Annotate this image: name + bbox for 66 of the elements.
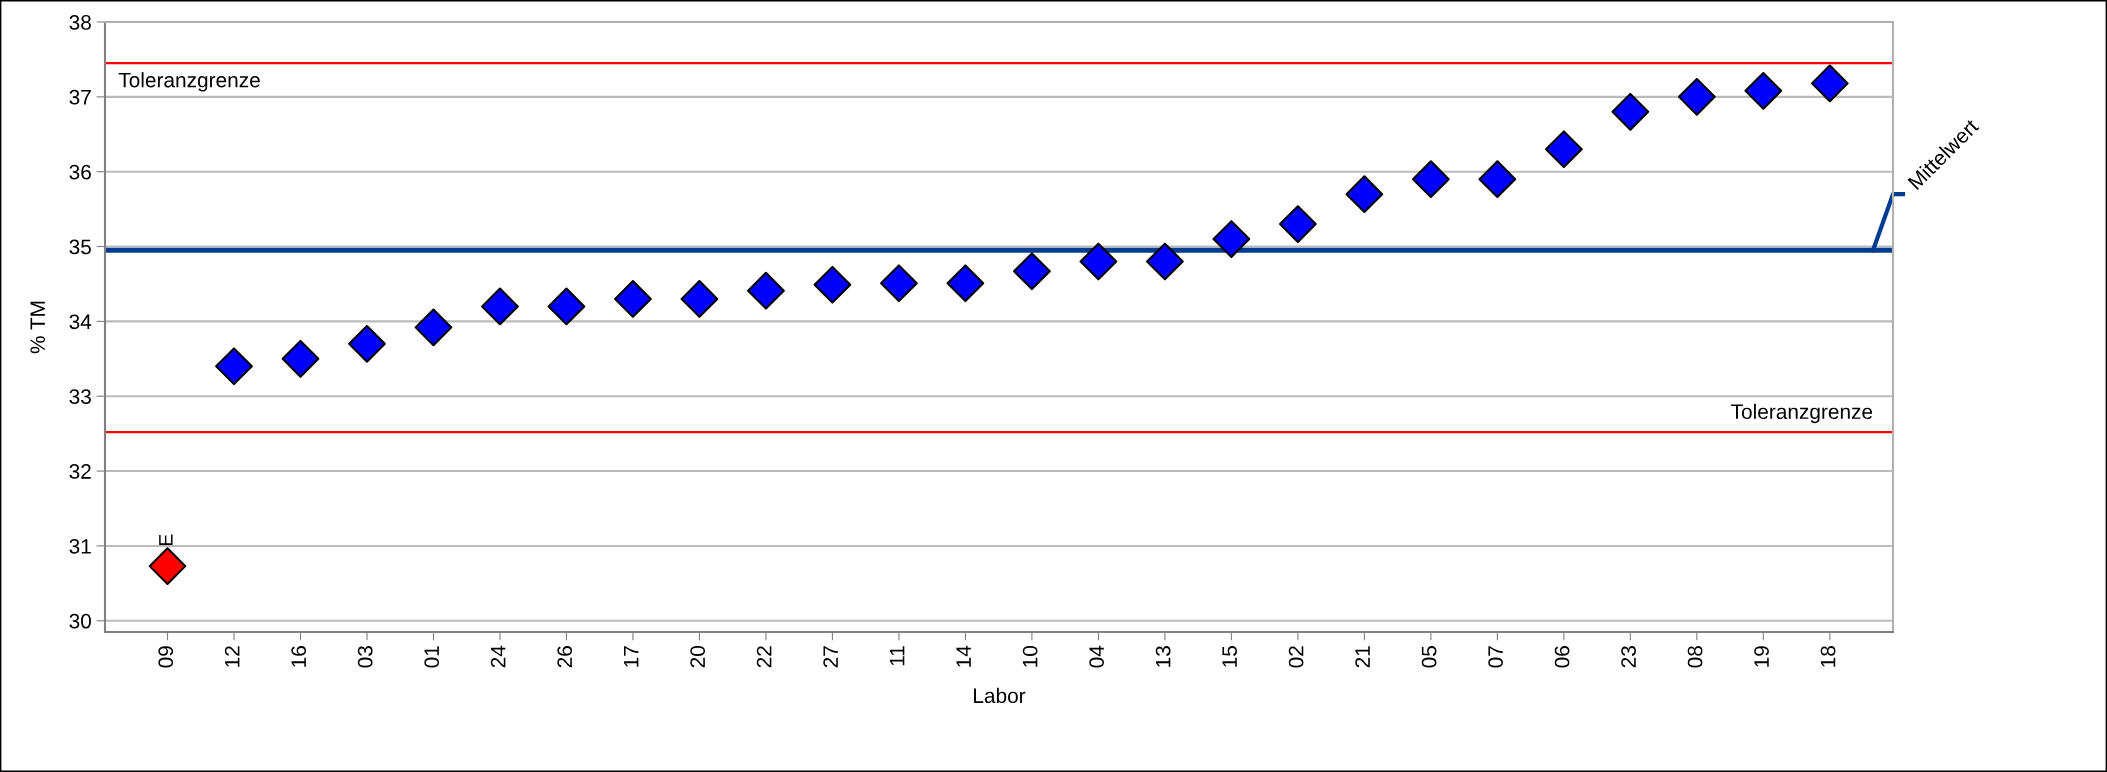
point <box>215 347 253 386</box>
x-tick-label: 16 <box>291 646 307 667</box>
point <box>547 287 586 326</box>
y-tick-label: 35 <box>69 239 91 255</box>
ref-line-label: Toleranzgrenze <box>1731 403 1873 424</box>
point <box>481 287 519 326</box>
y-tick-label: 32 <box>69 464 91 479</box>
point <box>1013 252 1051 291</box>
x-tick-label: 04 <box>1089 645 1104 668</box>
point <box>414 308 453 347</box>
x-tick-label: 15 <box>1222 646 1237 667</box>
x-tick-label: 19 <box>1754 646 1769 667</box>
x-tick-label: 06 <box>1554 646 1570 668</box>
point <box>1279 205 1317 243</box>
x-tick-label: 22 <box>756 646 772 668</box>
point <box>1544 130 1583 169</box>
x-tick-label: 13 <box>1155 646 1171 667</box>
point <box>1079 242 1118 281</box>
point <box>1611 92 1650 131</box>
point <box>1212 220 1251 258</box>
y-tick-label: 36 <box>69 164 91 180</box>
ref-line-label: Toleranzgrenze <box>118 72 260 92</box>
point <box>148 547 187 586</box>
x-tick-label: 09 <box>158 646 174 668</box>
point <box>1744 71 1783 110</box>
point <box>680 280 719 318</box>
point <box>1677 77 1716 116</box>
x-tick-label: 08 <box>1687 646 1703 668</box>
x-tick-label: 05 <box>1421 646 1437 668</box>
y-tick-label: 31 <box>69 538 91 554</box>
point <box>946 264 985 303</box>
y-axis-title: % TM <box>30 301 45 354</box>
x-axis-title: Labor <box>974 687 1026 704</box>
y-tick-label: 37 <box>69 89 91 105</box>
x-tick-label: 23 <box>1621 646 1636 668</box>
y-tick-label: 38 <box>69 15 91 30</box>
point <box>1478 160 1517 199</box>
x-tick-label: 02 <box>1288 646 1304 668</box>
point <box>1411 160 1450 199</box>
point <box>813 265 852 304</box>
x-tick-label: 10 <box>1022 646 1038 667</box>
x-tick-label: 14 <box>956 645 971 667</box>
annotation: E <box>159 534 173 546</box>
y-tick-label: 34 <box>69 314 92 330</box>
x-tick-label: 26 <box>557 646 573 668</box>
point <box>614 280 652 318</box>
x-tick-label: 07 <box>1488 646 1503 668</box>
point <box>1810 64 1849 103</box>
point <box>880 264 918 303</box>
x-tick-label: 01 <box>424 646 440 668</box>
x-tick-label: 21 <box>1355 646 1370 668</box>
point <box>1345 175 1384 214</box>
x-tick-label: 17 <box>624 646 639 667</box>
point <box>348 324 386 363</box>
y-tick-label: 30 <box>69 613 91 629</box>
x-tick-label: 18 <box>1820 646 1836 667</box>
x-tick-label: 03 <box>357 646 373 668</box>
x-tick-label: 27 <box>823 646 838 668</box>
point <box>281 339 320 378</box>
y-tick-label: 33 <box>69 389 91 404</box>
x-tick-label: 11 <box>889 646 905 666</box>
x-tick-label: 20 <box>690 646 706 668</box>
point <box>747 271 785 310</box>
x-tick-label: 24 <box>490 645 506 668</box>
x-tick-label: 12 <box>224 646 240 667</box>
point <box>1146 242 1184 281</box>
